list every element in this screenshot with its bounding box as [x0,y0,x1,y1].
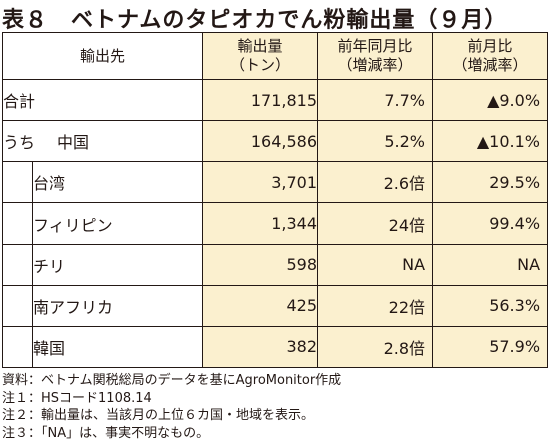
cell-volume: 382 [202,325,319,369]
cell-volume: 1,344 [202,202,319,245]
header-row: 輸出先 輸出量 （トン） 前年同月比 （増減率） 前月比 （増減率） [1,31,549,81]
header-volume: 輸出量 （トン） [202,31,319,81]
header-destination: 輸出先 [1,31,204,81]
table-row: 南アフリカ 425 22倍 56.3% [2,284,549,327]
cell-mom: NA [432,243,549,286]
header-volume-line1: 輸出量 [237,37,283,56]
cell-mom: ▲10.1% [432,120,549,163]
header-yoy-line1: 前年同月比 [337,37,413,56]
cell-yoy: NA [317,243,434,286]
table-row: 韓国 382 2.8倍 57.9% [2,325,549,369]
header-volume-line2: （トン） [230,56,291,75]
row-label: 韓国 [31,325,204,369]
row-label: 南アフリカ [31,284,204,327]
cell-volume: 598 [202,243,319,286]
cell-volume: 164,586 [202,120,319,163]
header-yoy: 前年同月比 （増減率） [317,31,434,81]
cell-yoy: 24倍 [317,202,434,245]
cell-mom: 29.5% [432,161,549,204]
cell-mom: ▲9.0% [432,79,549,122]
footnotes: 資料：ベトナム関税総局のデータを基にAgroMonitor作成 注１：HSコード… [2,372,341,442]
uchi-label: うち [3,133,36,153]
note-1: 注１：HSコード1108.14 [2,390,152,406]
table-row: 台湾 3,701 2.6倍 29.5% [2,161,549,204]
header-mom-line2: （増減率） [452,56,528,75]
cell-yoy: 2.8倍 [317,325,434,369]
cell-volume: 425 [202,284,319,327]
indent-spacer [2,202,33,245]
cell-volume: 171,815 [202,79,319,122]
table-title: 表８ ベトナムのタピオカでん粉輸出量（９月） [2,8,508,33]
table-row: フィリピン 1,344 24倍 99.4% [2,202,549,245]
table-row: うち 中国 164,586 5.2% ▲10.1% [1,120,549,163]
row-label: 台湾 [31,161,204,204]
row-label: うち 中国 [1,120,204,163]
country-label: 中国 [57,133,90,153]
cell-mom: 99.4% [432,202,549,245]
row-label: 合計 [1,79,204,122]
cell-yoy: 5.2% [317,120,434,163]
header-mom-line1: 前月比 [467,37,513,56]
indent-spacer [2,284,33,327]
cell-mom: 57.9% [432,325,549,369]
indent-spacer [2,325,33,369]
cell-mom: 56.3% [432,284,549,327]
note-2: 注２：輸出量は、当該月の上位６カ国・地域を表示。 [2,408,315,423]
header-mom: 前月比 （増減率） [432,31,549,81]
note-3: 注３：「NA」は、事実不明なもの。 [2,425,210,441]
export-table: 輸出先 輸出量 （トン） 前年同月比 （増減率） 前月比 （増減率） 合計 171,8… [1,31,549,369]
header-yoy-line2: （増減率） [337,56,413,75]
cell-yoy: 2.6倍 [317,161,434,204]
table-row-total: 合計 171,815 7.7% ▲9.0% [1,79,549,122]
indent-spacer [2,243,33,286]
cell-yoy: 22倍 [317,284,434,327]
note-source: 資料：ベトナム関税総局のデータを基にAgroMonitor作成 [2,373,342,388]
indent-spacer [2,161,33,204]
row-label: チリ [31,243,204,286]
cell-volume: 3,701 [202,161,319,204]
cell-yoy: 7.7% [317,79,434,122]
table-row: チリ 598 NA NA [2,243,549,286]
row-label: フィリピン [31,202,204,245]
